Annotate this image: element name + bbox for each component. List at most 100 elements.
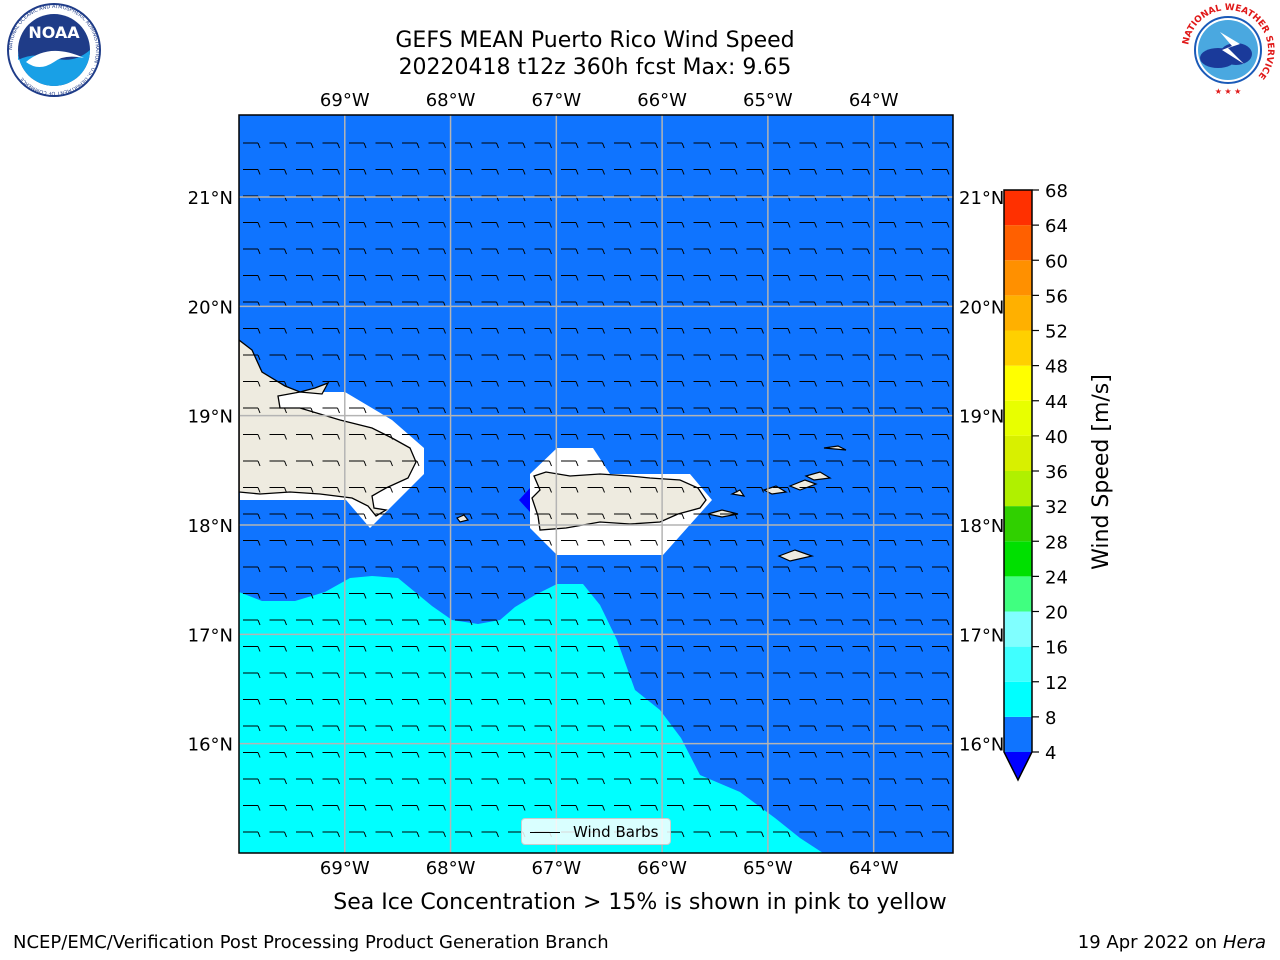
wind-barb <box>614 407 632 414</box>
wind-barb <box>481 142 499 149</box>
footer-date-text: 19 Apr 2022 on <box>1077 932 1223 953</box>
wind-barb <box>720 222 738 228</box>
wind-barb <box>640 646 658 652</box>
wind-barb <box>455 460 473 467</box>
longitude-label: 65°W <box>743 90 793 111</box>
wind-barb <box>720 805 738 811</box>
wind-barb <box>614 434 632 440</box>
wind-barb <box>534 725 552 732</box>
wind-barb <box>640 328 658 334</box>
wind-barb <box>587 407 605 414</box>
wind-barb <box>879 778 897 785</box>
wind-barb <box>852 699 870 705</box>
wind-barb <box>269 487 287 493</box>
colorbar-segment <box>1004 260 1032 296</box>
wind-barb <box>561 778 579 785</box>
wind-barb <box>587 672 605 679</box>
wind-barb <box>932 328 950 334</box>
wind-barb <box>269 619 287 626</box>
wind-barb <box>587 699 605 705</box>
colorbar-segment <box>1004 295 1032 331</box>
wind-barb <box>773 169 791 175</box>
wind-barb <box>322 831 340 838</box>
wind-barb <box>269 354 287 361</box>
wind-barb <box>773 434 791 440</box>
wind-barb <box>773 354 791 361</box>
wind-barb <box>852 354 870 361</box>
wind-barb <box>534 672 552 679</box>
wind-barb <box>375 778 393 785</box>
wind-barb <box>587 169 605 175</box>
wind-barb <box>879 460 897 467</box>
longitude-labels-bottom: 69°W 68°W 67°W 66°W 65°W 64°W <box>320 858 899 879</box>
wind-barb <box>720 540 738 546</box>
wind-barb <box>773 513 791 520</box>
wind-barb <box>746 434 764 440</box>
wind-barb <box>693 460 711 467</box>
wind-barb <box>534 487 552 493</box>
wind-barb <box>693 566 711 573</box>
wind-barb <box>826 778 844 785</box>
wind-barb <box>799 778 817 785</box>
wind-barb <box>667 248 685 255</box>
wind-barb <box>561 407 579 414</box>
wind-barb <box>269 699 287 705</box>
wind-barb <box>455 593 473 599</box>
wind-barb <box>534 169 552 175</box>
wind-barb <box>508 672 526 679</box>
wind-barb <box>932 434 950 440</box>
wind-barb <box>402 169 420 175</box>
wind-barb <box>746 540 764 546</box>
wind-barb <box>481 513 499 520</box>
wind-barb <box>243 831 261 838</box>
wind-barb <box>587 513 605 520</box>
wind-barb <box>640 699 658 705</box>
wind-barb <box>375 275 393 281</box>
wind-barb <box>826 460 844 467</box>
wind-barb <box>932 646 950 652</box>
colorbar-segment <box>1004 611 1032 647</box>
colorbar-label: Wind Speed [m/s] <box>1089 374 1114 570</box>
wind-barb <box>852 725 870 732</box>
wind-barb <box>720 699 738 705</box>
wind-barb <box>455 248 473 255</box>
wind-barb <box>455 434 473 440</box>
wind-barb <box>243 805 261 811</box>
wind-barb <box>773 407 791 414</box>
wind-barb <box>375 487 393 493</box>
wind-barb <box>481 354 499 361</box>
wind-barb <box>269 460 287 467</box>
wind-barb <box>826 831 844 838</box>
wind-barb <box>879 328 897 334</box>
wind-barb <box>826 169 844 175</box>
wind-barb <box>799 619 817 626</box>
wind-barb <box>640 805 658 811</box>
wind-barb <box>508 142 526 149</box>
wind-barb <box>640 460 658 467</box>
wind-barb <box>720 487 738 493</box>
wind-barb <box>614 275 632 281</box>
wind-barb <box>720 381 738 387</box>
wind-barb <box>905 672 923 679</box>
wind-barb <box>428 699 446 705</box>
wind-barb <box>693 619 711 626</box>
wind-barb <box>481 593 499 599</box>
wind-barb <box>720 672 738 679</box>
wind-barb <box>455 328 473 334</box>
wind-barb <box>614 169 632 175</box>
wind-barb <box>561 487 579 493</box>
wind-barb <box>693 752 711 758</box>
wind-barb <box>375 407 393 414</box>
wind-barb <box>455 619 473 626</box>
wind-barb <box>640 275 658 281</box>
wind-barb <box>746 778 764 785</box>
wind-barb <box>746 222 764 228</box>
wind-barb <box>322 540 340 546</box>
wind-barb <box>667 381 685 387</box>
wind-barb <box>561 381 579 387</box>
wind-barb <box>879 381 897 387</box>
wind-barb <box>614 593 632 599</box>
wind-barb <box>428 566 446 573</box>
wind-barb <box>428 619 446 626</box>
latitude-label: 18°N <box>959 516 1004 537</box>
